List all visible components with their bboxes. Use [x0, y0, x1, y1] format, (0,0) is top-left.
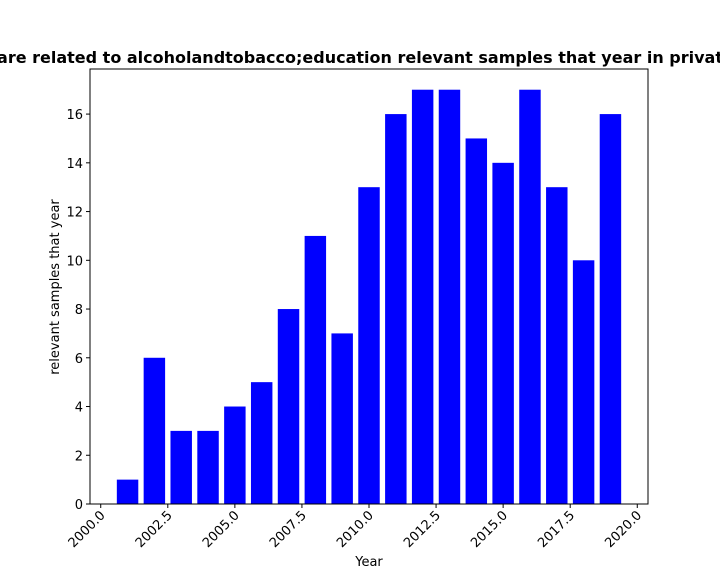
bar-2001 — [116, 479, 139, 504]
x-tick-label: 2007.5 — [267, 508, 310, 551]
y-tick-label: 8 — [75, 303, 83, 318]
bar-2002 — [143, 357, 166, 504]
bar-2015 — [492, 162, 514, 504]
x-tick-label: 2017.5 — [535, 508, 578, 551]
bar-2014 — [465, 138, 488, 504]
x-tick-label: 2005.0 — [200, 508, 243, 551]
y-tick-label: 6 — [75, 352, 83, 367]
bar-2009 — [331, 333, 353, 504]
x-tick-label: 2010.0 — [334, 508, 377, 551]
x-tick-label: 2020.0 — [602, 508, 645, 551]
bar-2012 — [411, 89, 434, 505]
chart-title: are related to alcoholandtobacco;educati… — [0, 48, 720, 67]
bars-group — [116, 89, 622, 505]
x-tick-label: 2002.5 — [133, 508, 176, 551]
y-tick-label: 4 — [75, 401, 83, 416]
bar-2013 — [438, 89, 461, 505]
bar-2003 — [170, 430, 192, 504]
x-tick-label: 2012.5 — [401, 508, 444, 551]
bar-2005 — [224, 406, 246, 504]
x-tick-label: 2015.0 — [468, 508, 511, 551]
x-axis-label: Year — [354, 555, 383, 570]
bar-2016 — [519, 89, 541, 505]
bar-2008 — [304, 235, 327, 504]
bar-2007 — [277, 309, 300, 504]
bar-2006 — [250, 382, 273, 504]
y-tick-label: 10 — [66, 254, 83, 269]
y-tick-label: 16 — [66, 108, 83, 123]
y-tick-label: 14 — [66, 157, 83, 172]
bar-2018 — [572, 260, 595, 504]
bar-2004 — [197, 430, 219, 504]
x-tick-label: 2000.0 — [66, 508, 109, 551]
bar-2017 — [546, 187, 568, 504]
bar-2019 — [599, 114, 622, 504]
x-axis-ticks: 2000.0 2002.5 2005.0 2007.5 2010.0 2012.5 2015… — [66, 504, 645, 551]
y-tick-label: 2 — [75, 449, 83, 464]
bar-2010 — [358, 187, 380, 504]
bar-2011 — [385, 114, 407, 504]
y-tick-label: 12 — [66, 206, 83, 221]
y-tick-label: 0 — [75, 498, 83, 513]
y-axis-ticks: 0 2 4 6 8 10 12 14 16 — [66, 108, 90, 513]
y-axis-label: relevant samples that year — [48, 199, 63, 375]
